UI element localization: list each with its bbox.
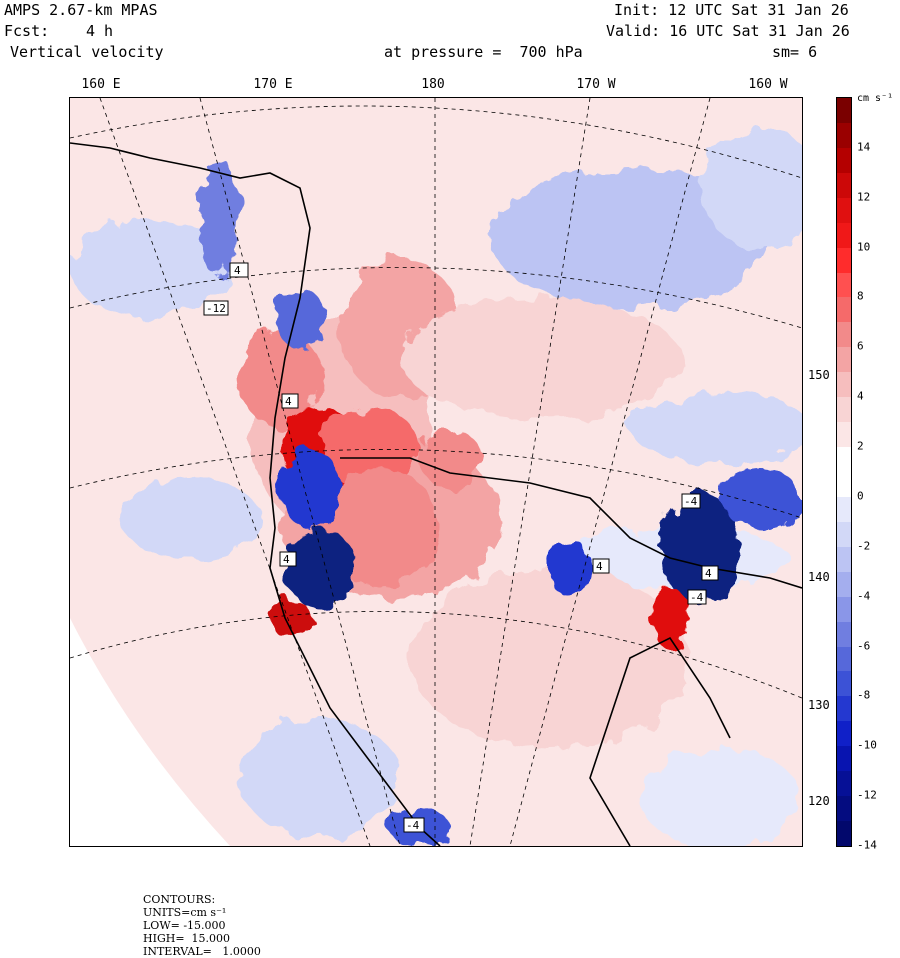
lon-label-160w: 160 W <box>748 77 788 92</box>
lon-label-160e: 160 E <box>81 77 121 92</box>
interval-value: INTERVAL= 1.0000 <box>143 945 261 958</box>
colorbar-segment <box>837 596 851 623</box>
field-name: Vertical velocity <box>10 43 164 61</box>
colorbar-tick-label: 6 <box>857 339 864 353</box>
colorbar-segment <box>837 721 851 747</box>
contour-info: CONTOURS: UNITS=cm s⁻¹ LOW= -15.000 HIGH… <box>136 880 287 958</box>
no-data-corner <box>70 618 230 846</box>
forecast-hour: 4 h <box>86 22 114 40</box>
colorbar-tick-label: -2 <box>857 539 871 553</box>
colorbar-tick-label: -6 <box>857 639 871 653</box>
map-svg: 4 -12 4 4 4 -4 -4 4 -4 <box>70 98 802 846</box>
colorbar-tick-label: 10 <box>857 240 871 254</box>
colorbar-segment <box>837 521 851 548</box>
colorbar-segment <box>837 646 851 672</box>
colorbar-tick-label: 4 <box>857 389 864 403</box>
lon-label-170w: 170 W <box>576 77 616 92</box>
lon-label-170e: 170 E <box>253 77 293 92</box>
colorbar-segment <box>837 422 851 448</box>
colorbar-segment <box>837 347 851 373</box>
init-time: Init: 12 UTC Sat 31 Jan 26 <box>614 1 849 19</box>
colorbar-segment <box>837 172 851 199</box>
colorbar-segment <box>837 496 851 523</box>
colorbar-tick-label: 2 <box>857 439 864 453</box>
contour-label: 4 <box>234 264 241 277</box>
colorbar-tick-label: 8 <box>857 289 864 303</box>
pressure-level: at pressure = 700 hPa <box>384 43 583 61</box>
colorbar-tick-label: -8 <box>857 688 871 702</box>
contour-label: -4 <box>406 819 420 832</box>
model-title: AMPS 2.67-km MPAS <box>4 1 158 19</box>
colorbar-segment <box>837 197 851 224</box>
colorbar-tick-label: 14 <box>857 140 871 154</box>
vertical-velocity-map: 4 -12 4 4 4 -4 -4 4 -4 <box>69 97 803 847</box>
colorbar <box>836 97 852 847</box>
colorbar-segment <box>837 771 851 797</box>
units-label: UNITS=cm s⁻¹ <box>143 906 227 919</box>
colorbar-tick-label: 12 <box>857 190 871 204</box>
colorbar-segment <box>837 472 851 498</box>
colorbar-segment <box>837 671 851 697</box>
smoothing-label: sm= 6 <box>772 43 818 61</box>
colorbar-segment <box>837 247 851 274</box>
colorbar-segment <box>837 122 851 149</box>
contour-label: -4 <box>690 591 704 604</box>
colorbar-tick-label: -4 <box>857 589 871 603</box>
colorbar-segment <box>837 222 851 249</box>
low-value: LOW= -15.000 <box>143 919 226 932</box>
velocity-shading <box>70 128 802 846</box>
colorbar-segment <box>837 322 851 348</box>
contour-label: 4 <box>285 395 292 408</box>
colorbar-tick-label: -10 <box>857 738 877 752</box>
contour-label: -12 <box>206 302 226 315</box>
lon-label-180: 180 <box>421 77 445 92</box>
contour-label: 4 <box>283 553 290 566</box>
contour-labels: 4 -12 4 4 4 -4 -4 4 -4 <box>203 262 719 833</box>
colorbar-tick-label: -12 <box>857 788 877 802</box>
valid-time: Valid: 16 UTC Sat 31 Jan 26 <box>606 22 850 40</box>
colorbar-segment <box>837 447 851 473</box>
graticule <box>70 98 802 846</box>
colorbar-segment <box>837 546 851 573</box>
colorbar-segment <box>837 821 851 847</box>
colorbar-segment <box>837 796 851 822</box>
colorbar-segment <box>837 621 851 648</box>
colorbar-tick-label: 0 <box>857 489 864 503</box>
colorbar-segment <box>837 397 851 423</box>
colorbar-segment <box>837 147 851 174</box>
forecast-label: Fcst: <box>4 22 50 40</box>
colorbar-segment <box>837 696 851 722</box>
contour-label: -4 <box>684 495 698 508</box>
colorbar-tick-label: -14 <box>857 838 877 852</box>
colorbar-segment <box>837 272 851 298</box>
colorbar-segment <box>837 98 851 124</box>
colorbar-segment <box>837 372 851 398</box>
colorbar-segment <box>837 746 851 772</box>
colorbar-units: cm s⁻¹ <box>857 93 894 104</box>
coastline <box>70 142 802 846</box>
high-value: HIGH= 15.000 <box>143 932 231 945</box>
colorbar-segment <box>837 571 851 598</box>
colorbar-segment <box>837 297 851 323</box>
contour-label: 4 <box>596 560 603 573</box>
contour-label: 4 <box>705 567 712 580</box>
